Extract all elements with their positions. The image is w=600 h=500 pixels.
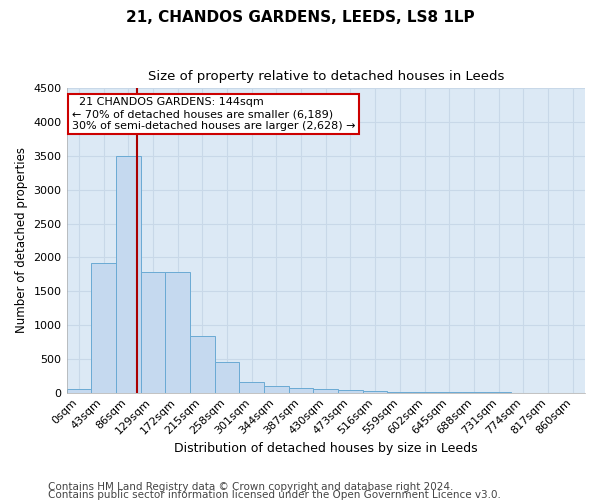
Bar <box>67 389 91 392</box>
Y-axis label: Number of detached properties: Number of detached properties <box>15 148 28 334</box>
Bar <box>313 389 338 392</box>
Bar <box>165 272 190 392</box>
Bar <box>215 362 239 392</box>
Bar <box>289 388 313 392</box>
X-axis label: Distribution of detached houses by size in Leeds: Distribution of detached houses by size … <box>174 442 478 455</box>
Bar <box>91 264 116 392</box>
Bar <box>116 156 140 392</box>
Text: 21, CHANDOS GARDENS, LEEDS, LS8 1LP: 21, CHANDOS GARDENS, LEEDS, LS8 1LP <box>125 10 475 25</box>
Text: Contains public sector information licensed under the Open Government Licence v3: Contains public sector information licen… <box>48 490 501 500</box>
Bar <box>338 390 363 392</box>
Bar <box>190 336 215 392</box>
Text: Contains HM Land Registry data © Crown copyright and database right 2024.: Contains HM Land Registry data © Crown c… <box>48 482 454 492</box>
Bar <box>140 272 165 392</box>
Bar <box>264 386 289 392</box>
Title: Size of property relative to detached houses in Leeds: Size of property relative to detached ho… <box>148 70 504 83</box>
Bar <box>239 382 264 392</box>
Text: 21 CHANDOS GARDENS: 144sqm
← 70% of detached houses are smaller (6,189)
30% of s: 21 CHANDOS GARDENS: 144sqm ← 70% of deta… <box>72 98 355 130</box>
